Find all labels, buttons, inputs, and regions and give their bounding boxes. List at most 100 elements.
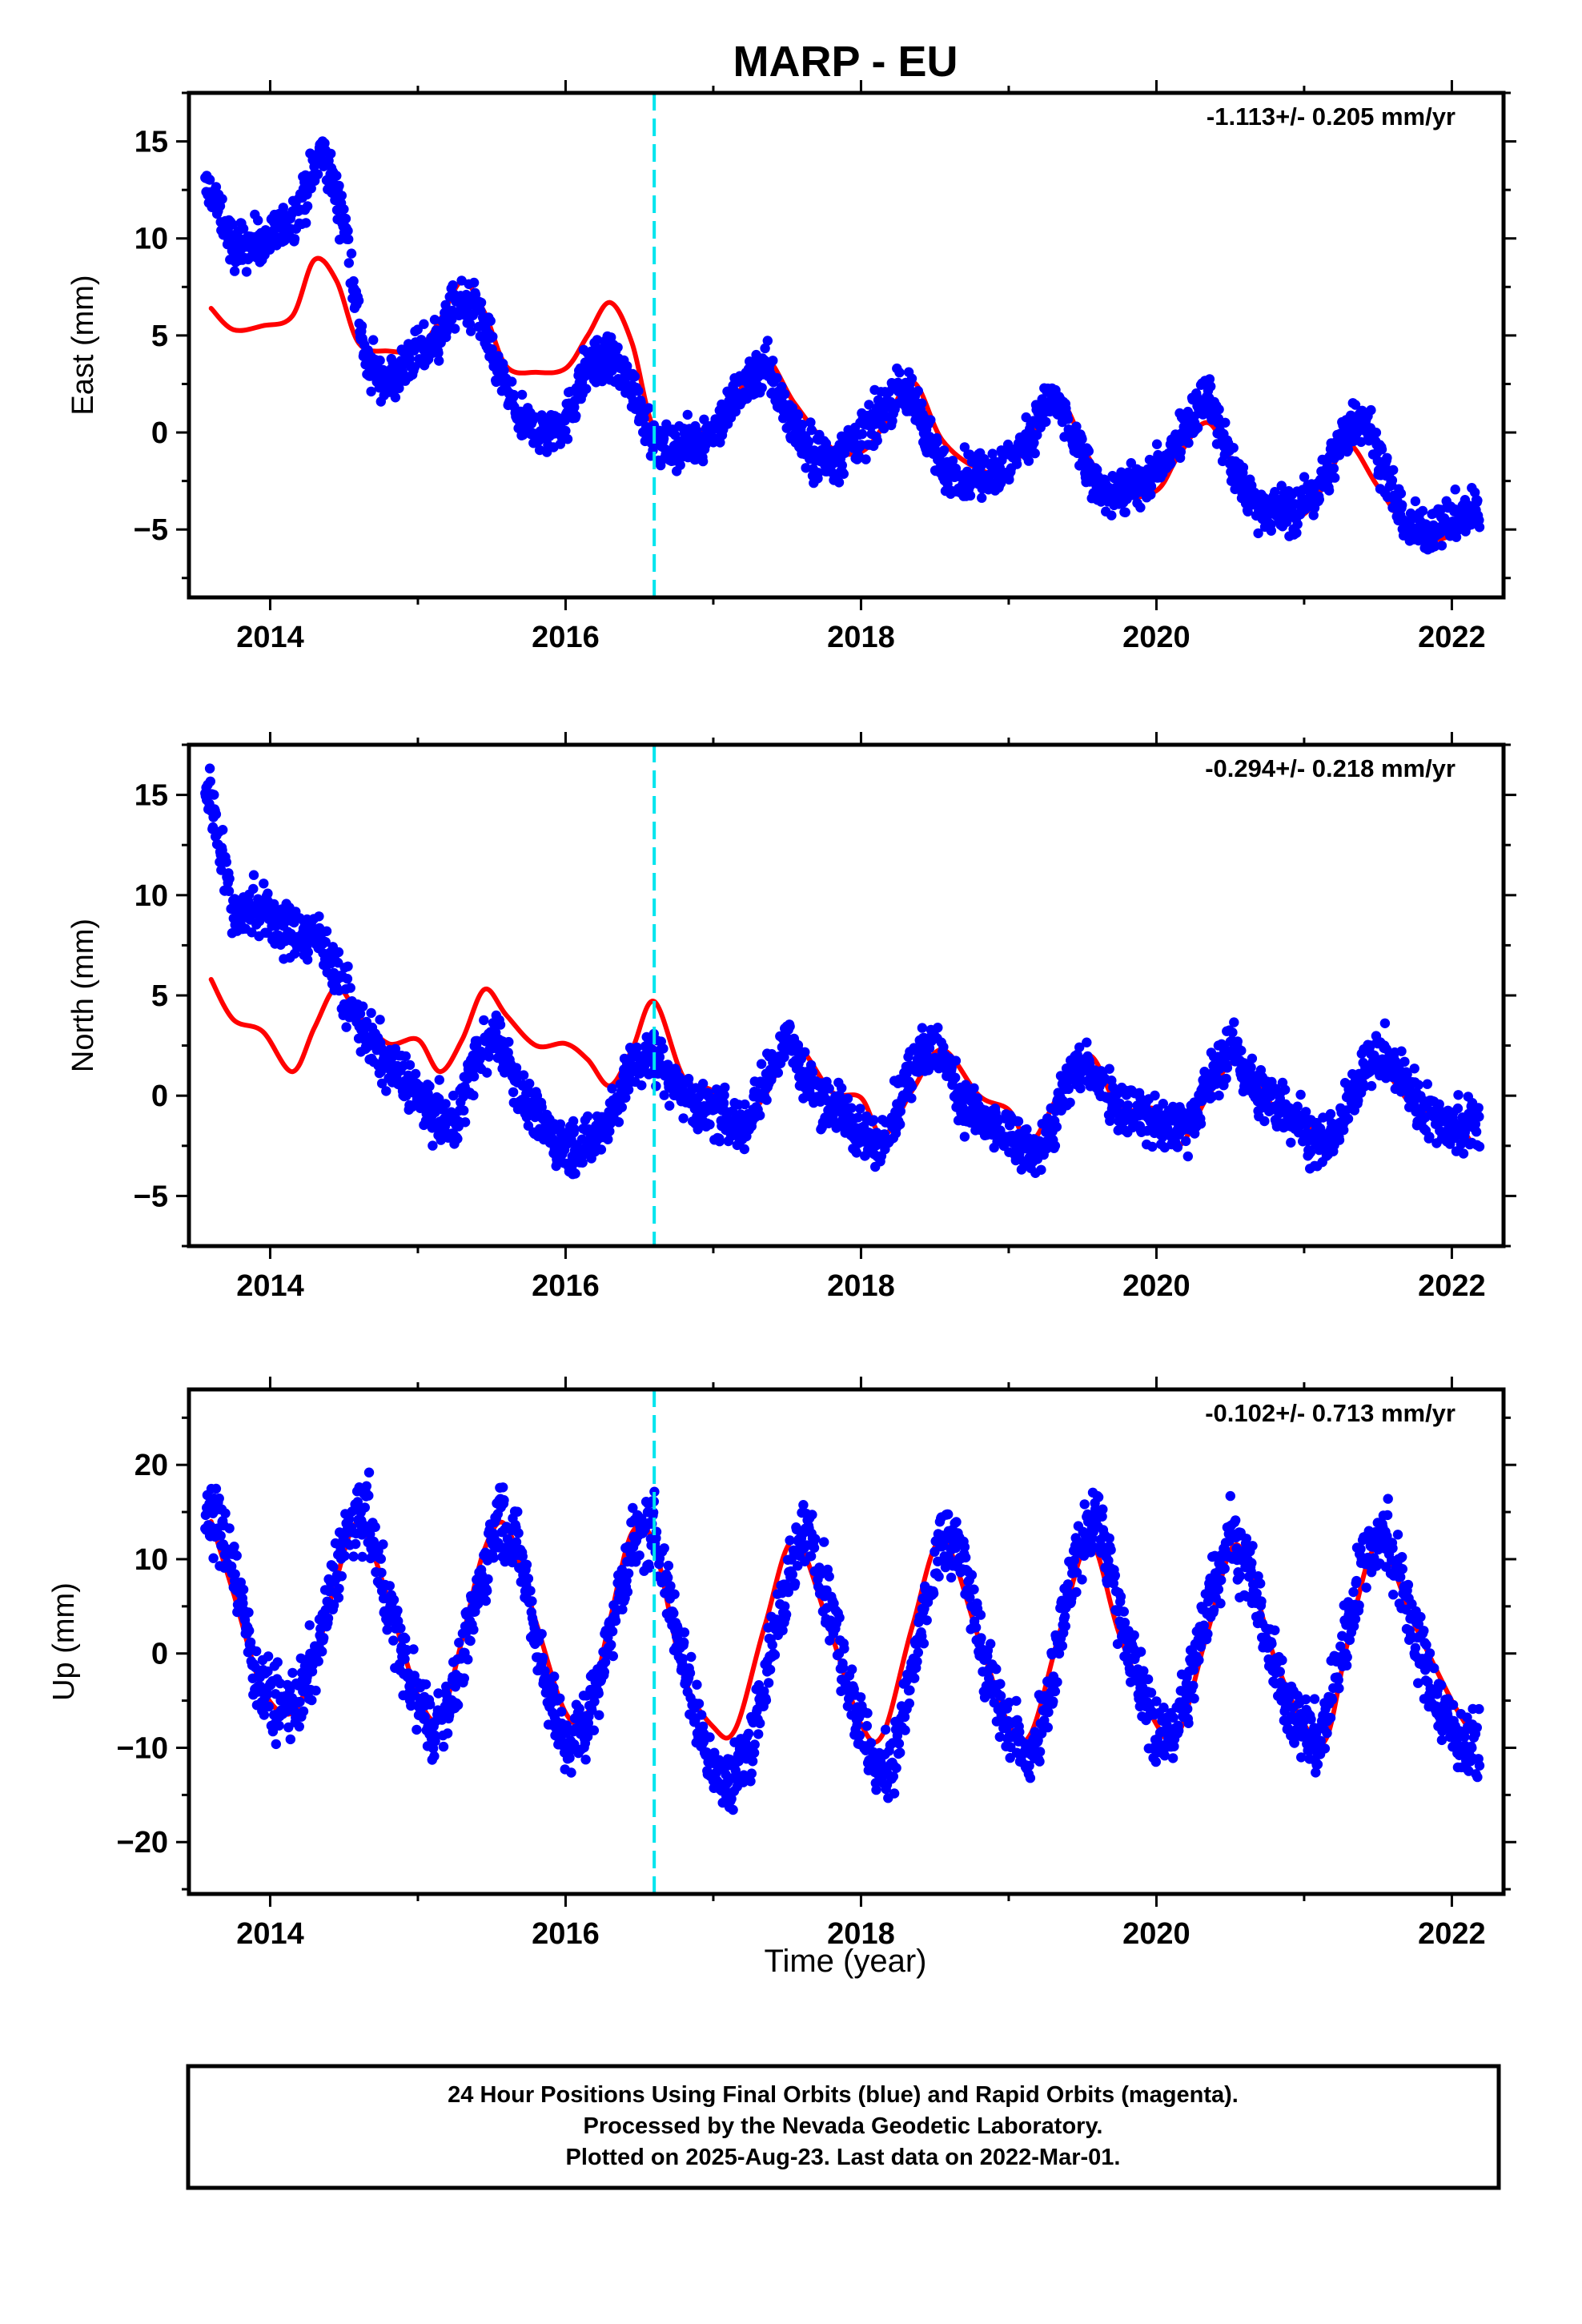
north-data-point xyxy=(739,1144,749,1155)
north-data-point xyxy=(479,1015,489,1026)
east-data-point xyxy=(516,389,528,400)
east-data-point xyxy=(1417,505,1428,517)
east-data-point xyxy=(1238,462,1249,472)
east-data-point xyxy=(326,148,336,159)
up-data-point xyxy=(243,1607,254,1618)
up-data-point xyxy=(392,1605,403,1616)
north-data-point xyxy=(508,1087,519,1098)
up-data-point xyxy=(357,1551,367,1562)
north-data-point xyxy=(756,1059,767,1069)
east-plot-frame xyxy=(187,90,1506,600)
north-data-point xyxy=(1036,1164,1046,1176)
north-data-point xyxy=(321,926,332,937)
up-data-point xyxy=(336,1571,347,1582)
north-data-point xyxy=(950,1055,962,1066)
east-data-point xyxy=(906,373,917,384)
east-data-point xyxy=(606,332,616,343)
north-data-point xyxy=(665,1100,675,1111)
up-data-point xyxy=(482,1586,492,1596)
east-x-tick-label: 2018 xyxy=(827,621,895,654)
north-data-point xyxy=(404,1059,416,1071)
north-data-point xyxy=(740,1099,750,1110)
north-data-point xyxy=(343,961,353,972)
up-data-point xyxy=(231,1550,242,1561)
east-data-point xyxy=(670,430,681,440)
east-data-point xyxy=(950,463,962,474)
east-x-tick-label: 2020 xyxy=(1122,621,1191,654)
north-data-point xyxy=(428,1140,438,1151)
north-data-point xyxy=(459,1105,469,1116)
north-data-point xyxy=(1229,1017,1239,1027)
east-data-point xyxy=(1474,522,1485,533)
east-data-point xyxy=(560,425,571,436)
east-y-tick-label: −5 xyxy=(134,513,168,547)
up-data-point xyxy=(498,1482,508,1493)
north-data-point xyxy=(570,1168,580,1179)
north-data-point xyxy=(1082,1037,1092,1047)
east-data-point xyxy=(1228,443,1239,453)
north-data-point xyxy=(569,1124,580,1135)
up-data-point xyxy=(420,1679,432,1690)
east-data-point xyxy=(926,415,936,425)
up-data-point xyxy=(459,1673,469,1683)
north-data-point xyxy=(1259,1116,1270,1127)
east-data-point xyxy=(253,215,263,226)
up-data-point xyxy=(370,1522,380,1533)
north-data-point xyxy=(837,1083,847,1093)
east-data-point xyxy=(499,365,509,376)
east-data-point xyxy=(1436,541,1447,551)
up-data-point xyxy=(285,1734,295,1745)
north-data-point xyxy=(636,1080,647,1091)
east-data-point xyxy=(434,356,444,366)
east-data-point xyxy=(699,414,709,424)
north-data-point xyxy=(1343,1113,1354,1124)
up-data-point xyxy=(323,1613,334,1624)
north-data-point xyxy=(209,790,219,800)
east-data-point xyxy=(833,477,845,488)
up-data-point xyxy=(294,1721,304,1732)
up-data-point xyxy=(438,1741,449,1752)
north-data-point xyxy=(933,1023,943,1033)
up-data-point xyxy=(348,1551,359,1562)
north-data-point xyxy=(468,1090,479,1101)
east-data-point xyxy=(768,356,778,366)
north-data-point xyxy=(248,883,259,895)
east-data-point xyxy=(762,336,773,346)
up-data-point xyxy=(521,1559,532,1570)
north-x-tick-label: 2022 xyxy=(1418,1269,1486,1303)
north-data-point xyxy=(333,947,344,958)
north-data-point xyxy=(1334,1135,1345,1145)
east-data-point xyxy=(1030,448,1040,459)
north-data-point xyxy=(1172,1142,1183,1152)
north-data-point xyxy=(779,1051,789,1063)
north-data-point xyxy=(375,1015,385,1025)
east-data-point xyxy=(977,493,987,503)
north-data-point xyxy=(452,1133,463,1144)
east-data-point xyxy=(289,234,300,244)
up-data-point xyxy=(513,1528,524,1538)
east-data-point xyxy=(801,463,811,473)
north-data-point xyxy=(1122,1100,1134,1111)
east-data-point xyxy=(1166,458,1176,468)
north-data-point xyxy=(555,1119,566,1130)
north-data-point xyxy=(1325,1108,1336,1120)
north-data-point xyxy=(1104,1063,1114,1074)
east-data-point xyxy=(805,417,816,428)
east-data-point xyxy=(730,406,741,417)
north-data-point xyxy=(824,1084,834,1094)
east-data-point xyxy=(1323,485,1335,496)
up-data-point xyxy=(454,1638,464,1648)
east-data-point xyxy=(468,277,480,288)
north-data-point xyxy=(577,1157,588,1168)
up-data-point xyxy=(363,1490,374,1501)
up-data-point xyxy=(208,1553,219,1563)
east-data-point xyxy=(488,332,498,342)
east-data-point xyxy=(229,266,240,276)
north-rate-label: -0.294+/- 0.218 mm/yr xyxy=(1205,754,1456,782)
east-data-point xyxy=(1387,475,1398,485)
east-data-point xyxy=(241,267,252,277)
north-data-point xyxy=(616,1102,627,1112)
up-data-point xyxy=(400,1654,410,1664)
north-data-point xyxy=(410,1068,421,1080)
